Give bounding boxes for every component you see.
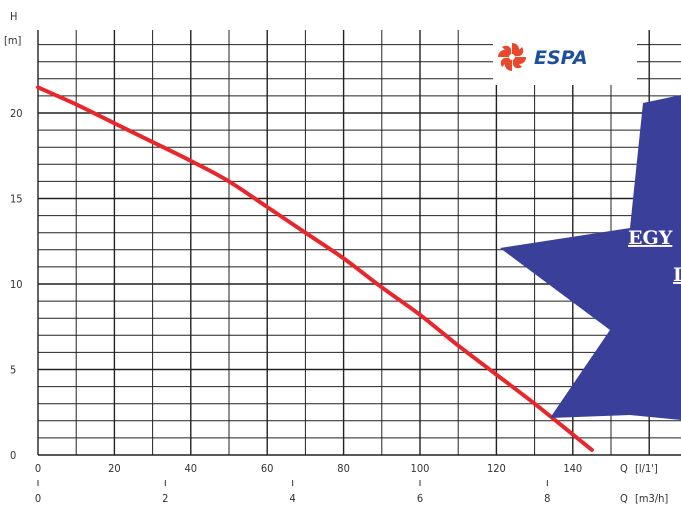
x-primary-tick-label: 40 — [185, 462, 198, 475]
y-axis-label: H — [10, 10, 17, 23]
x-primary-tick-label: 60 — [261, 462, 274, 475]
logo-brand-text: ESPA — [534, 47, 588, 69]
x-primary-tick-label: 120 — [487, 462, 506, 475]
pinwheel-icon — [498, 43, 526, 71]
y-tick-label: 5 — [10, 364, 16, 377]
badge-text-line1: EGY — [628, 227, 673, 249]
x-primary-tick-label: 80 — [337, 462, 350, 475]
y-axis-ticks: 0 5 10 15 20 — [10, 107, 23, 462]
x-axis-primary-ticks: 0 20 40 60 80 100 120 140 — [35, 462, 582, 475]
x-primary-tick-label: 100 — [411, 462, 430, 475]
x-secondary-tick-label: 0 — [35, 492, 41, 505]
y-tick-label: 0 — [10, 449, 16, 462]
x-axis-secondary-ticks: 0 2 4 6 8 — [35, 480, 550, 505]
x-primary-tick-label: 140 — [563, 462, 582, 475]
x-primary-tick-label: 0 — [35, 462, 41, 475]
y-tick-label: 15 — [10, 193, 23, 206]
y-tick-label: 10 — [10, 278, 23, 291]
x-axis-primary-unit: [l/1'] — [635, 462, 658, 475]
x-secondary-tick-label: 8 — [544, 492, 550, 505]
badge-text-line2: I — [673, 264, 681, 286]
x-secondary-tick-label: 6 — [417, 492, 423, 505]
x-axis-primary-label: Q — [620, 462, 628, 475]
espa-logo: ESPA — [493, 30, 637, 85]
x-secondary-tick-label: 4 — [290, 492, 296, 505]
pump-curve-line — [36, 85, 594, 452]
y-tick-label: 20 — [10, 107, 23, 120]
y-axis-unit: [m] — [4, 34, 22, 47]
star-badge: EGY I — [500, 95, 681, 420]
x-axis-secondary-label: Q — [620, 492, 628, 505]
star-badge-shape — [500, 95, 681, 420]
x-secondary-tick-label: 2 — [162, 492, 168, 505]
x-primary-tick-label: 20 — [108, 462, 121, 475]
x-axis-secondary-unit: [m3/h] — [635, 492, 668, 505]
